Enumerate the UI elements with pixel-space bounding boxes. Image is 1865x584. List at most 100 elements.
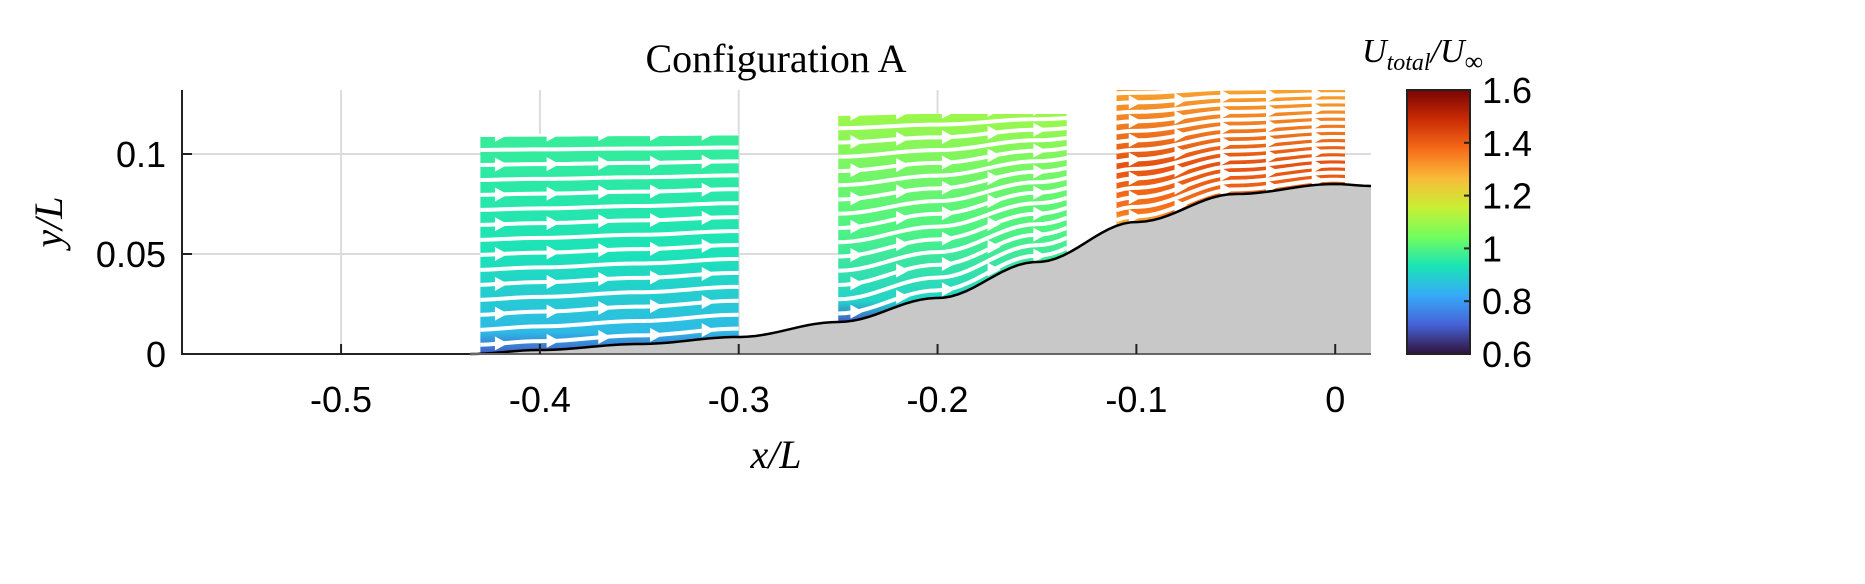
streamline-arrow <box>1220 90 1234 104</box>
streamline-arrow <box>1175 75 1188 89</box>
streamline-arrow <box>598 243 612 258</box>
streamline-arrow <box>546 186 560 201</box>
streamline-arrow <box>1265 179 1279 194</box>
streamline-arrow <box>1174 145 1188 160</box>
streamline-arrow <box>701 295 715 310</box>
streamline-arrow <box>941 114 955 119</box>
streamline <box>1116 127 1346 154</box>
window-1 <box>480 134 739 354</box>
streamline-arrow <box>1174 198 1188 213</box>
streamline-arrow <box>650 134 664 142</box>
streamline-arrow <box>941 206 955 221</box>
streamline-arrow <box>546 274 560 289</box>
streamline-arrow <box>598 301 612 316</box>
streamline-arrow <box>987 148 1001 163</box>
streamline-arrow <box>1265 149 1279 164</box>
streamline-arrow <box>1220 167 1234 182</box>
streamline-arrow <box>1265 103 1279 118</box>
streamline-arrow <box>1033 185 1047 200</box>
streamline-arrow <box>1128 190 1142 205</box>
x-tick-label: 0 <box>1325 379 1345 420</box>
streamline-arrow <box>701 134 715 141</box>
streamline-arrow <box>494 306 508 321</box>
x-tick-label: -0.3 <box>708 379 770 420</box>
streamline <box>838 235 1067 302</box>
streamline <box>1116 113 1346 135</box>
streamline-arrow <box>650 327 664 342</box>
streamline-arrow <box>1220 182 1234 197</box>
streamline-arrow <box>701 266 715 281</box>
colorbar: 0.6 0.8 1 1.2 1.4 1.6 <box>1406 70 1532 375</box>
streamline-arrow <box>850 191 864 206</box>
streamline-arrow <box>896 237 910 252</box>
streamline-arrow <box>896 114 910 120</box>
streamline-arrow <box>896 263 910 278</box>
streamline-arrow <box>941 257 955 272</box>
streamline-arrow <box>850 163 864 178</box>
streamline-arrow <box>987 216 1001 231</box>
streamline-arrow <box>896 158 910 173</box>
streamline <box>1116 170 1346 213</box>
streamline-arrow <box>598 214 612 229</box>
y-tick-label: 0.05 <box>96 234 166 275</box>
streamline-arrow <box>1311 144 1325 159</box>
streamline-arrow <box>598 329 612 344</box>
streamline-arrow <box>546 134 560 142</box>
streamline-arrow <box>941 282 955 297</box>
streamline-arrow <box>1220 105 1234 120</box>
streamline-arrow <box>1312 73 1325 87</box>
streamline-arrow <box>850 276 864 291</box>
streamline-arrow <box>598 156 612 171</box>
streamline-arrow <box>1128 152 1142 167</box>
streamline-arrow <box>896 210 910 225</box>
streamline-arrow <box>941 130 955 145</box>
window-2 <box>838 114 1067 322</box>
streamline-arrow <box>1220 136 1234 151</box>
streamline-arrow <box>701 154 715 169</box>
streamline-arrow <box>1128 90 1142 91</box>
streamline-arrow <box>896 131 910 146</box>
streamline-arrow <box>494 187 508 202</box>
surface-profile <box>470 182 1372 356</box>
streamline-arrow <box>1128 171 1142 186</box>
streamline-arrow <box>1265 90 1279 103</box>
x-axis-label: x/L <box>749 432 801 477</box>
streamline-arrow <box>1128 209 1142 224</box>
streamline <box>480 284 739 302</box>
streamline-arrow <box>701 182 715 197</box>
streamline <box>838 175 1067 216</box>
streamline-arrow <box>850 304 864 319</box>
streamline-arrow <box>987 125 1001 140</box>
streamline-arrow <box>650 241 664 256</box>
streamline-arrow <box>494 134 508 142</box>
streamline-arrow <box>598 185 612 200</box>
streamline-arrow <box>701 210 715 225</box>
streamline-arrow <box>1311 116 1325 131</box>
streamline-arrow <box>987 171 1001 186</box>
surface-fill <box>470 184 1371 354</box>
streamline-arrow <box>896 184 910 199</box>
streamline-arrow <box>1311 90 1325 102</box>
streamline <box>1116 156 1346 193</box>
streamline-arrow <box>1174 127 1188 142</box>
chart-title: Configuration A <box>645 36 906 81</box>
surface-line <box>470 182 1372 356</box>
streamline-arrow <box>494 247 508 262</box>
streamline <box>1116 80 1345 84</box>
streamline-arrow <box>941 180 955 195</box>
y-tick-label: 0.1 <box>116 134 166 175</box>
streamline-arrow <box>546 333 560 348</box>
streamline-arrow <box>701 323 715 338</box>
streamline-arrow <box>1174 110 1188 125</box>
streamline-arrow <box>1311 130 1325 145</box>
streamline-arrow <box>598 272 612 287</box>
streamline <box>838 155 1067 188</box>
streamline <box>480 229 739 242</box>
colorbar-tick-label: 1.2 <box>1482 176 1532 217</box>
colorbar-tick-label: 0.8 <box>1482 281 1532 322</box>
streamline <box>480 312 739 332</box>
colorbar-tick-label: 1 <box>1482 228 1502 269</box>
streamline-arrow <box>987 239 1001 254</box>
streamline <box>1116 73 1345 74</box>
streamline <box>838 195 1067 245</box>
